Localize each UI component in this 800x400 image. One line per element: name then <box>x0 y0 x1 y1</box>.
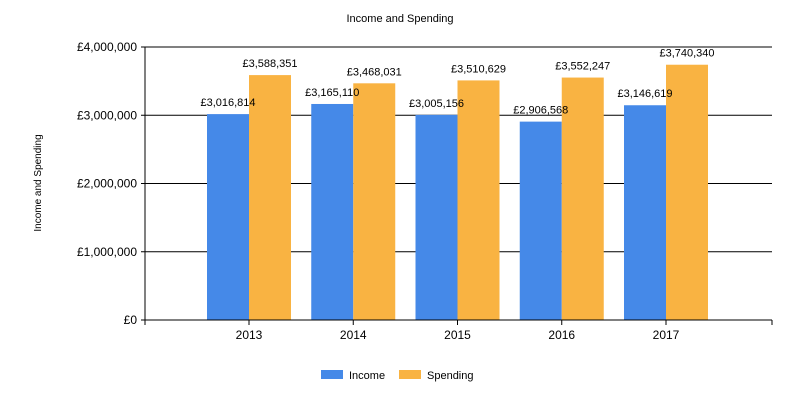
x-tick-label: 2013 <box>236 328 263 342</box>
bars <box>207 64 708 321</box>
y-axis-label: Income and Spending <box>33 134 44 231</box>
bar-spending-2016 <box>561 77 604 320</box>
bar-income-2015 <box>415 114 458 320</box>
y-tick-label: £1,000,000 <box>77 245 137 259</box>
x-tick-label: 2017 <box>653 328 680 342</box>
bar-spending-2014 <box>353 83 396 320</box>
bar-income-2013 <box>207 114 249 320</box>
bar-spending-2017 <box>666 64 708 320</box>
y-tick-label: £0 <box>124 313 138 327</box>
legend-label-income: Income <box>349 370 385 382</box>
legend-swatch-income <box>321 370 343 379</box>
bar-income-2017 <box>624 105 666 320</box>
data-label-income-2016: £2,906,568 <box>513 105 568 117</box>
chart-title: Income and Spending <box>346 13 453 25</box>
x-tick-label: 2014 <box>340 328 367 342</box>
data-label-income-2017: £3,146,619 <box>617 88 672 100</box>
bar-spending-2013 <box>249 75 291 320</box>
data-label-income-2014: £3,165,110 <box>305 87 359 99</box>
data-label-spending-2016: £3,552,247 <box>555 61 610 73</box>
legend-label-spending: Spending <box>427 370 474 382</box>
data-label-spending-2017: £3,740,340 <box>659 48 714 60</box>
x-tick-label: 2016 <box>548 328 575 342</box>
legend: Income Spending <box>321 370 474 382</box>
y-tick-label: £4,000,000 <box>77 40 137 54</box>
y-tick-label: £2,000,000 <box>77 177 137 191</box>
bar-income-2016 <box>519 121 562 320</box>
x-tick-label: 2015 <box>444 328 471 342</box>
data-labels: £3,016,814 £3,588,351 £3,165,110 £3,468,031… <box>200 48 714 117</box>
data-label-spending-2015: £3,510,629 <box>451 63 506 75</box>
axes: £0 £1,000,000 £2,000,000 £3,000,000 £4,000,0… <box>77 40 773 342</box>
y-tick-label: £3,000,000 <box>77 108 137 122</box>
data-label-spending-2014: £3,468,031 <box>347 66 402 78</box>
bar-spending-2015 <box>457 80 500 321</box>
data-label-income-2013: £3,016,814 <box>200 97 255 109</box>
data-label-spending-2013: £3,588,351 <box>242 58 297 70</box>
data-label-income-2015: £3,005,156 <box>409 98 464 110</box>
bar-income-2014 <box>311 103 354 321</box>
legend-swatch-spending <box>399 370 421 379</box>
